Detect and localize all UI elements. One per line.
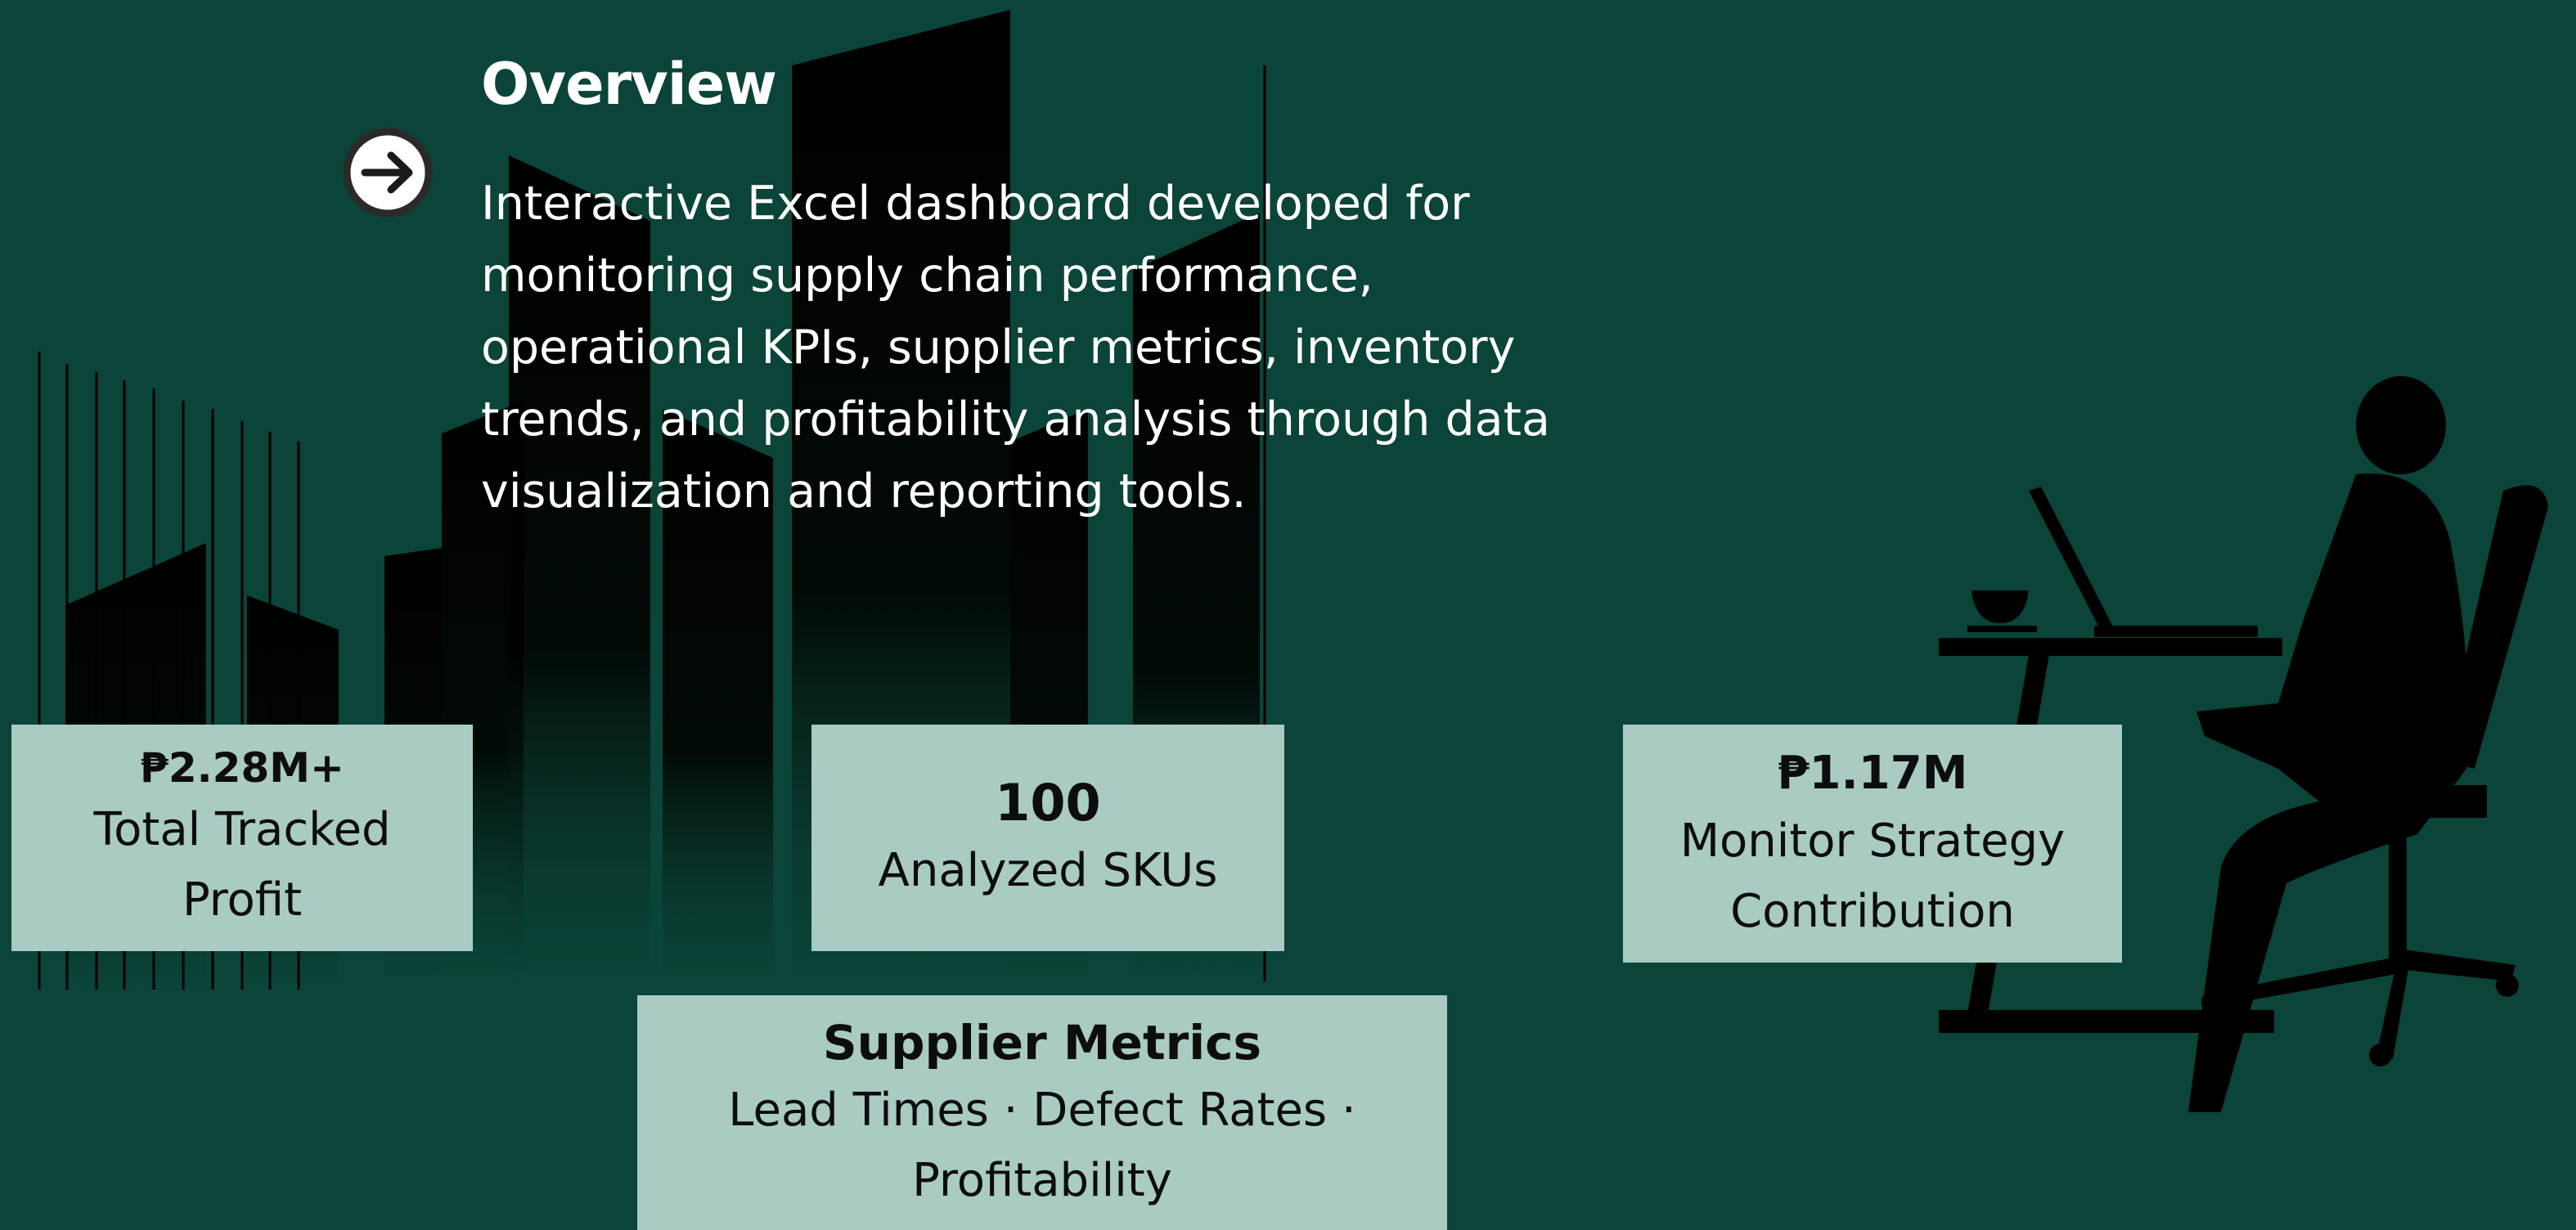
person-silhouette [1939, 376, 2548, 1112]
supplier-text: Lead Times · Defect Rates · Profitabilit… [728, 1083, 1356, 1207]
supplier-card: Supplier Metrics Lead Times · Defect Rat… [637, 995, 1447, 1230]
arrow-icon [343, 128, 433, 218]
stat-label: Analyzed SKUs [878, 843, 1218, 897]
stat-value: ₱1.17M [1777, 746, 1968, 800]
stat-card: 100 Analyzed SKUs [811, 725, 1284, 951]
supplier-title: Supplier Metrics [822, 1014, 1262, 1071]
stat-value: ₱2.28M+ [140, 743, 344, 792]
stat-value: 100 [995, 772, 1101, 833]
stat-card: ₱2.28M+ Total Tracked Profit [11, 725, 473, 951]
overview-description: Interactive Excel dashboard developed fo… [481, 177, 1550, 518]
stat-label: Total Tracked Profit [93, 802, 391, 927]
overview-title: Overview [481, 51, 777, 118]
stat-label: Monitor Strategy Contribution [1679, 814, 2066, 938]
stat-card: ₱1.17M Monitor Strategy Contribution [1623, 725, 2122, 963]
